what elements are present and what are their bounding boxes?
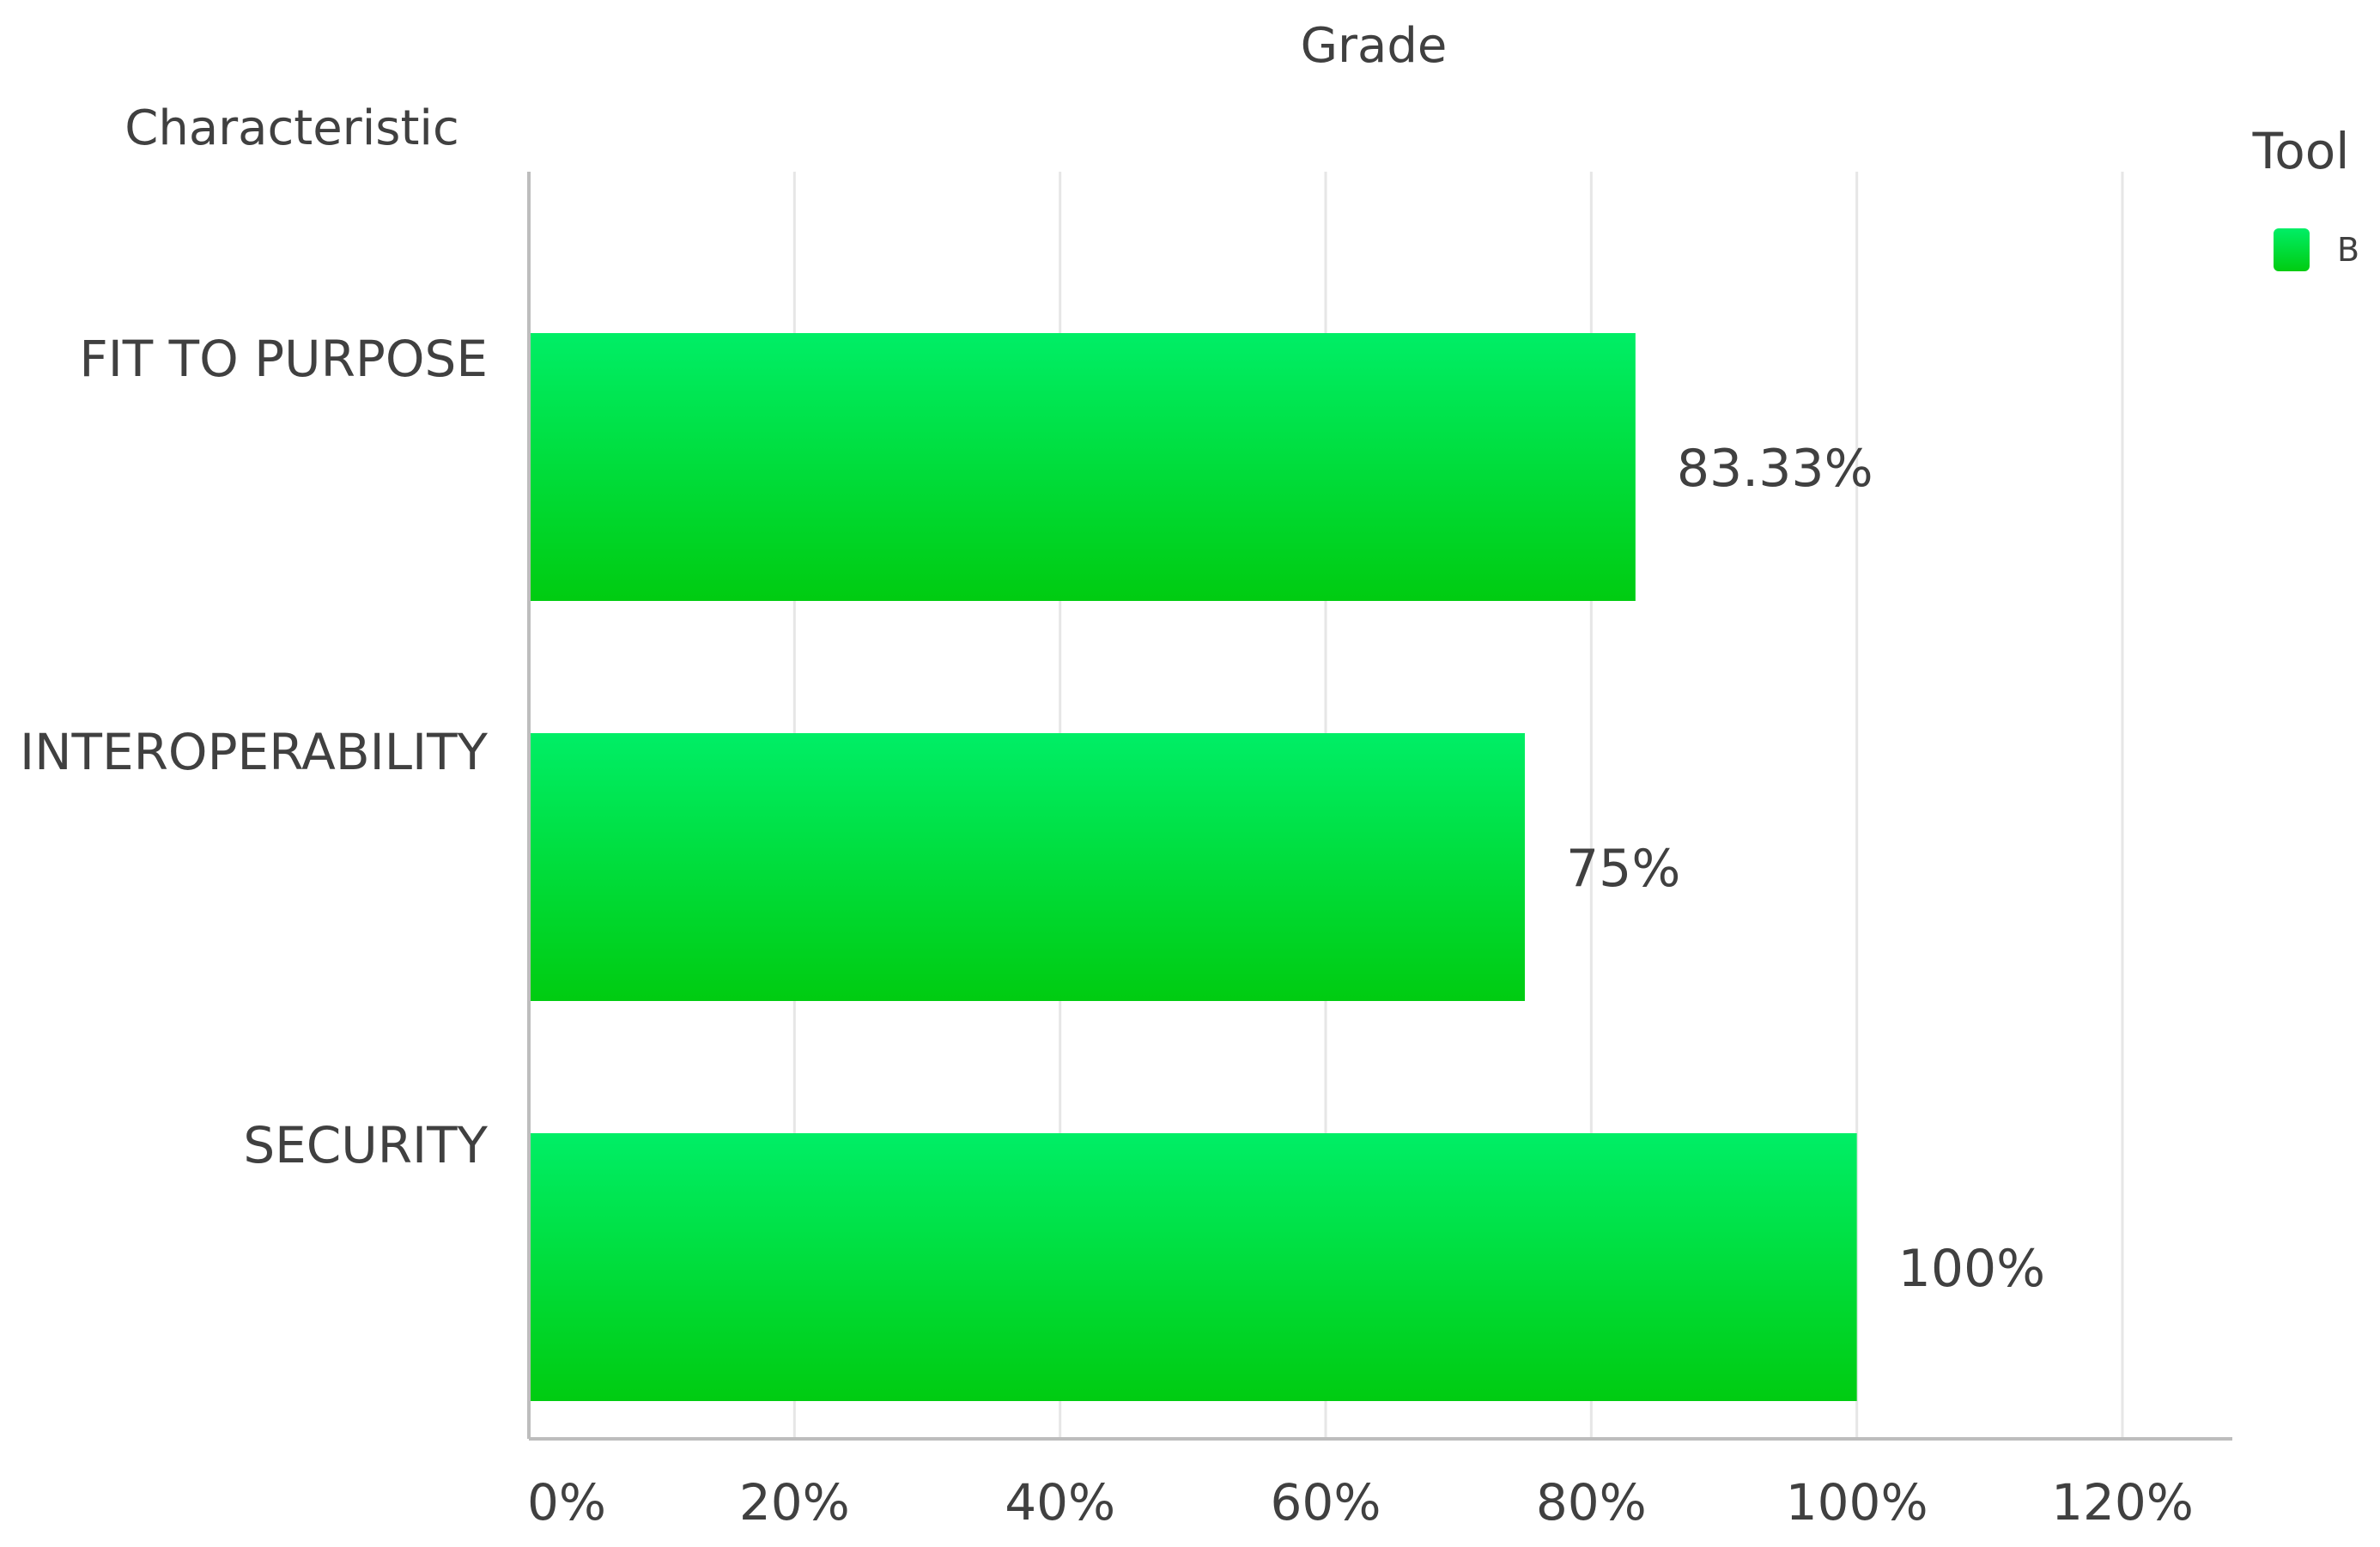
legend-label: B: [2337, 231, 2359, 269]
x-tick-label: 80%: [1536, 1473, 1647, 1532]
data-labels: 83.33% 75% 100%: [1566, 439, 2045, 1299]
x-tick-label: 100%: [1786, 1473, 1928, 1532]
legend-swatch: [2274, 228, 2310, 271]
x-tick-label: 0%: [527, 1473, 606, 1532]
x-tick-label: 120%: [2051, 1473, 2194, 1532]
legend-title: Tool: [2252, 122, 2350, 180]
bar-interoperability: [529, 733, 1525, 1001]
legend: B: [2274, 228, 2359, 271]
data-label: 83.33%: [1677, 439, 1873, 499]
data-label: 75%: [1566, 839, 1680, 899]
bar-fit-to-purpose: [529, 333, 1636, 601]
category-label: FIT TO PURPOSE: [79, 330, 488, 388]
x-tick-label: 20%: [739, 1473, 850, 1532]
x-tick-labels: 0% 20% 40% 60% 80% 100% 120%: [527, 1473, 2194, 1532]
x-tick-label: 40%: [1005, 1473, 1115, 1532]
chart-title: Grade: [1301, 18, 1448, 74]
category-labels: FIT TO PURPOSE INTEROPERABILITY SECURITY: [20, 330, 489, 1174]
y-axis-title: Characteristic: [124, 100, 459, 156]
axes: [527, 172, 2232, 1441]
data-label: 100%: [1898, 1239, 2046, 1299]
bars: [529, 333, 1857, 1401]
category-label: INTEROPERABILITY: [20, 723, 489, 781]
x-tick-label: 60%: [1271, 1473, 1381, 1532]
category-label: SECURITY: [243, 1116, 488, 1174]
bar-security: [529, 1133, 1857, 1401]
